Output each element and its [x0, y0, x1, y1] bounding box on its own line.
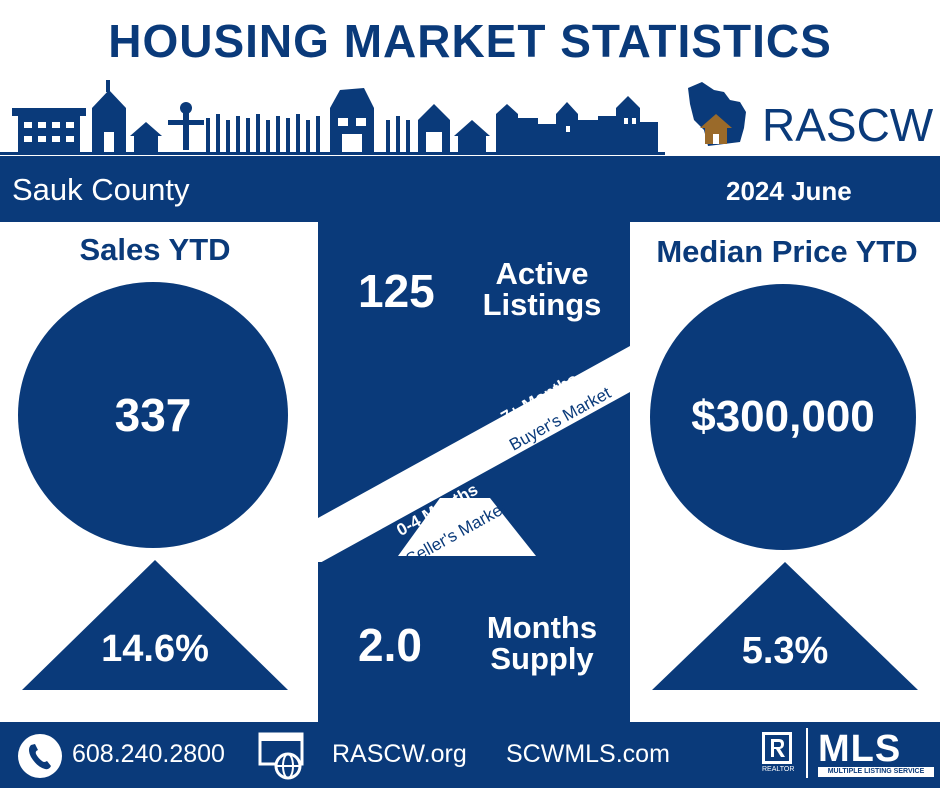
footer-phone[interactable]: 608.240.2800: [72, 740, 225, 768]
realtor-logo: [762, 732, 792, 764]
median-price-title: Median Price YTD: [656, 234, 918, 269]
seesaw-graphic: 0-4 Months Seller's Market 7+ Months Buy…: [318, 346, 630, 562]
info-band: [0, 156, 940, 222]
county-name: Sauk County: [12, 172, 190, 207]
median-price-value: $300,000: [691, 392, 875, 441]
wisconsin-house-icon: [688, 82, 746, 146]
months-supply-label: Months Supply: [486, 610, 598, 676]
sales-change-value: 14.6%: [101, 628, 209, 670]
median-change-triangle: [652, 562, 918, 690]
town-skyline-illustration: [0, 80, 665, 155]
active-listings-value: 125: [358, 265, 435, 317]
logo-divider: [806, 728, 808, 778]
mls-logo-text: MLS: [818, 728, 902, 770]
sales-ytd-circle: 337: [18, 282, 288, 548]
page-title: HOUSING MARKET STATISTICS: [108, 15, 832, 67]
sales-ytd-value: 337: [114, 389, 192, 441]
active-listings-label: Active Listings: [482, 256, 602, 322]
median-price-circle: $300,000: [650, 284, 916, 550]
web-globe-icon: [258, 732, 304, 780]
median-change-value: 5.3%: [741, 630, 829, 672]
report-date: 2024 June: [726, 176, 852, 206]
rascw-logo-text: RASCW: [762, 99, 934, 151]
footer-site-rascw[interactable]: RASCW.org: [332, 740, 467, 768]
sales-ytd-title: Sales YTD: [79, 232, 231, 267]
phone-icon: [18, 734, 62, 778]
sales-change-triangle: [22, 560, 288, 690]
realtor-label: REALTOR: [762, 766, 795, 773]
months-supply-value: 2.0: [358, 619, 422, 671]
mls-subtitle: MULTIPLE LISTING SERVICE: [818, 767, 934, 777]
footer-site-scwmls[interactable]: SCWMLS.com: [506, 740, 670, 768]
